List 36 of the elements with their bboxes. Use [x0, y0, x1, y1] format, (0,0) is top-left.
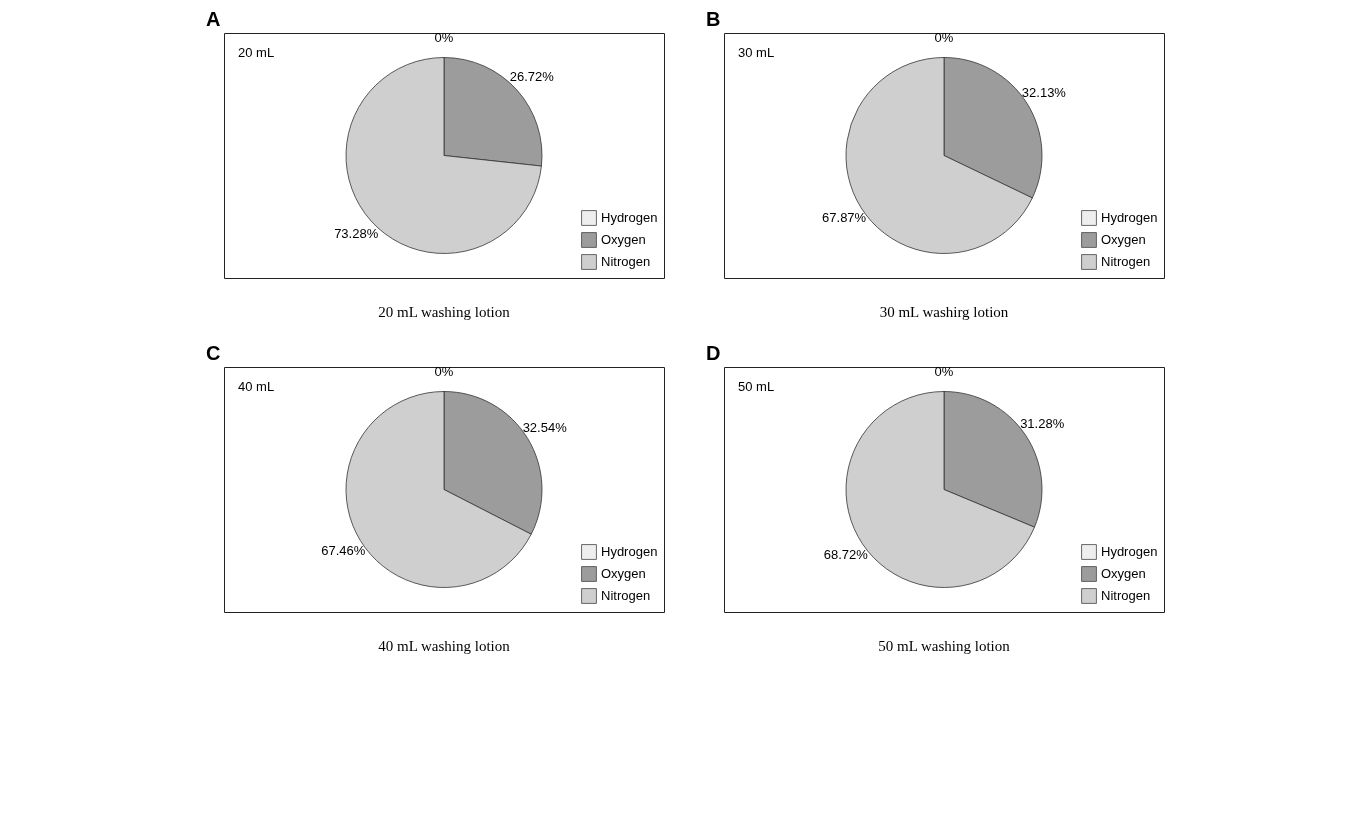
chart-title: C [206, 341, 221, 364]
text: 30 mL washirg lotion [879, 304, 1009, 320]
legend-label: Nitrogen [1101, 588, 1151, 603]
text: 0% [434, 29, 454, 45]
legend-label: Nitrogen [601, 588, 651, 603]
data-label: 26.72% [509, 68, 555, 84]
text: 0% [934, 363, 954, 379]
text: 50 mL washing lotion [878, 638, 1011, 654]
chart-title: D [706, 341, 721, 364]
legend-label: Hydrogen [601, 210, 658, 225]
data-label: 67.46% [321, 543, 366, 559]
data-label: 68.72% [823, 546, 869, 562]
text: 0% [434, 363, 454, 379]
text: 40 mL washing lotion [378, 638, 511, 654]
data-label: 32.13% [1021, 84, 1067, 100]
chart-title: A [206, 7, 221, 30]
data-label: 31.28% [1020, 416, 1065, 432]
legend-label: Hydrogen [601, 544, 658, 559]
text: 50 mL [738, 379, 775, 394]
legend-label: Oxygen [601, 232, 646, 247]
text: 40 mL [238, 379, 275, 394]
data-label: 32.54% [522, 419, 568, 435]
text: 20 mL washing lotion [378, 304, 511, 320]
legend-label: Oxygen [1101, 232, 1146, 247]
data-label: 73.28% [334, 226, 379, 242]
legend-label: Oxygen [601, 566, 646, 581]
legend-label: Nitrogen [601, 254, 651, 269]
data-label: 67.87% [822, 210, 867, 226]
legend-label: Hydrogen [1101, 544, 1158, 559]
legend-label: Oxygen [1101, 566, 1146, 581]
text: 30 mL [738, 45, 775, 60]
chart-title: B [706, 7, 721, 30]
legend-label: Hydrogen [1101, 210, 1158, 225]
text: 20 mL [238, 45, 275, 60]
text: 0% [934, 29, 954, 45]
legend-label: Nitrogen [1101, 254, 1151, 269]
